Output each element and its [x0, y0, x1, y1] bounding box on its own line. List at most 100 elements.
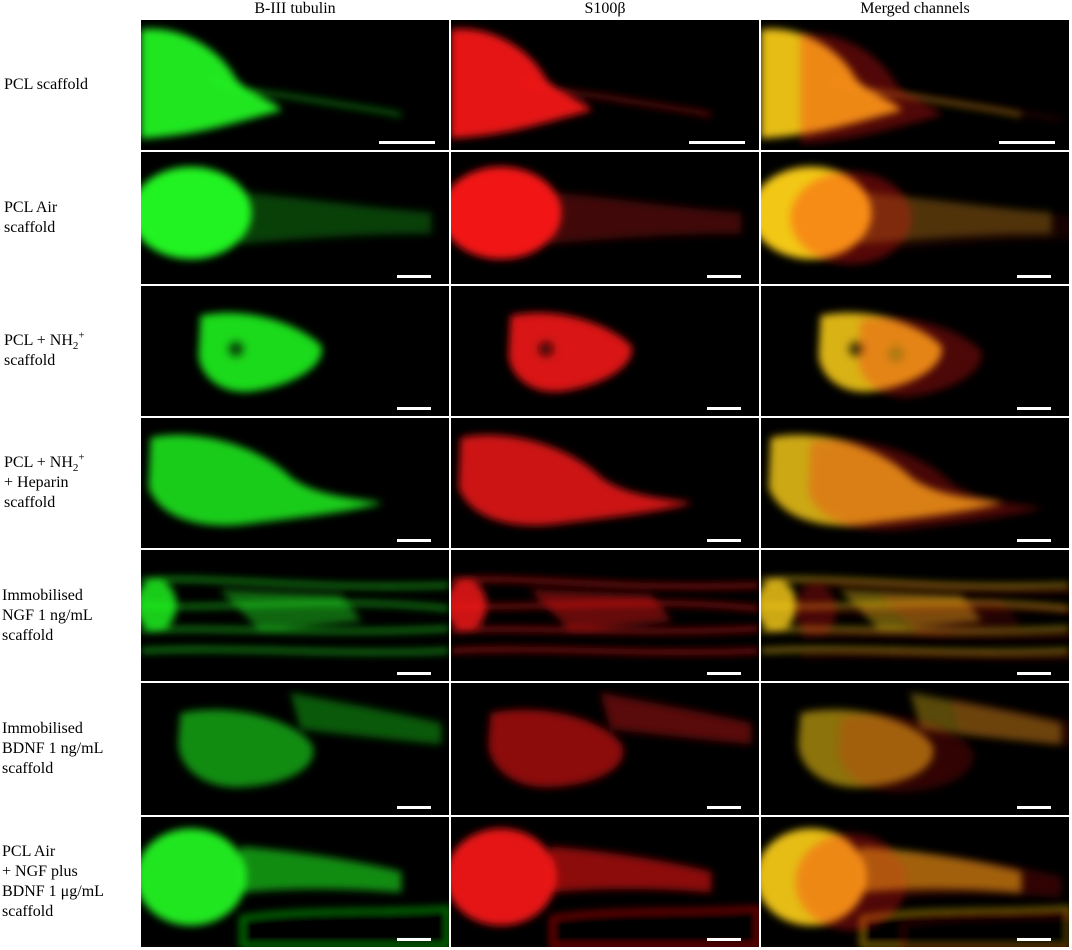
- row-label-text: NGF 1 ng/mL: [2, 606, 93, 624]
- row-label-line: BDNF 1 ng/mL: [2, 739, 142, 759]
- scale-bar: [999, 141, 1055, 144]
- row-label-text: scaffold: [4, 494, 56, 511]
- row-label-1: PCL Air scaffold: [4, 152, 144, 284]
- row-label-text: + Heparin: [4, 474, 69, 491]
- micrograph-panel-merged: [761, 683, 1069, 815]
- row-label-line: PCL + NH2+: [4, 451, 144, 474]
- column-header-1: S100β: [584, 0, 626, 17]
- micrograph-panel-green: [141, 286, 449, 416]
- row-label-line: scaffold: [4, 218, 144, 238]
- micrograph-panel-merged: [761, 817, 1069, 947]
- micrograph-panel-green: [141, 817, 449, 947]
- column-header-2: Merged channels: [860, 0, 970, 17]
- row-label-subscript: 2: [72, 340, 79, 353]
- scale-bar: [707, 275, 741, 278]
- fluorescence-signal: [798, 692, 1069, 793]
- scale-bar: [397, 407, 431, 410]
- micrograph-panel-green: [141, 418, 449, 548]
- row-label-2: PCL + NH2+ scaffold: [4, 286, 144, 416]
- micrograph-panel-green: [141, 550, 449, 681]
- fluorescence-signal: [141, 28, 402, 139]
- scale-bar: [1017, 938, 1051, 941]
- micrograph-panel-merged: [761, 418, 1069, 548]
- fluorescence-signal: [508, 312, 632, 392]
- micrograph-panel-red: [451, 418, 759, 548]
- scale-bar: [707, 407, 741, 410]
- micrograph-panel-green: [141, 152, 449, 284]
- row-label-text: PCL Air: [4, 199, 58, 216]
- scale-bar: [379, 141, 435, 144]
- micrograph-panel-red: [451, 20, 759, 150]
- micrograph-panel-green: [141, 683, 449, 815]
- scale-bar: [1017, 672, 1051, 675]
- row-label-line: NGF 1 ng/mL: [2, 606, 142, 626]
- micrograph-panel-red: [451, 286, 759, 416]
- micrograph-panel-merged: [761, 20, 1069, 150]
- row-label-4: Immobilised NGF 1 ng/mL scaffold: [2, 550, 142, 681]
- micrograph-panel-red: [451, 817, 759, 947]
- row-label-3: PCL + NH2+ + Heparin scaffold: [4, 418, 144, 548]
- row-label-line: PCL + NH2+: [4, 329, 144, 353]
- fluorescence-signal: [451, 828, 759, 947]
- row-label-line: + Heparin: [4, 473, 144, 493]
- row-label-6: PCL Air + NGF plus BDNF 1 μg/mL scaffold: [2, 817, 142, 947]
- micrograph-panel-red: [451, 550, 759, 681]
- row-label-text: PCL Air: [2, 843, 56, 860]
- micrograph-panel-merged: [761, 550, 1069, 681]
- fluorescence-signal: [198, 312, 322, 392]
- row-label-superscript: +: [78, 329, 85, 342]
- row-label-line: Immobilised: [2, 586, 142, 606]
- scale-bar: [397, 938, 431, 941]
- scale-bar: [689, 141, 745, 144]
- scale-bar: [707, 938, 741, 941]
- scale-bar: [1017, 806, 1051, 809]
- fluorescence-signal: [451, 166, 742, 260]
- row-label-text: scaffold: [4, 219, 56, 236]
- fluorescence-signal: [761, 828, 1069, 947]
- fluorescence-signal: [768, 434, 1042, 531]
- row-label-text: PCL + NH: [4, 332, 73, 349]
- fluorescence-signal: [761, 577, 1069, 659]
- row-label-text: BDNF 1 μg/mL: [2, 883, 104, 900]
- row-label-text: + NGF plus: [2, 863, 78, 880]
- row-label-line: BDNF 1 μg/mL: [2, 882, 142, 902]
- scale-bar: [397, 539, 431, 542]
- row-label-text: PCL + NH: [4, 454, 73, 471]
- fluorescence-signal: [141, 828, 449, 947]
- fluorescence-signal: [761, 166, 1069, 265]
- row-label-text: scaffold: [2, 626, 54, 644]
- row-label-text: scaffold: [2, 903, 54, 920]
- row-label-text: Immobilised: [2, 586, 83, 604]
- fluorescence-signal: [141, 577, 449, 654]
- row-label-line: PCL Air: [4, 198, 144, 218]
- row-label-line: scaffold: [2, 759, 142, 779]
- row-label-line: scaffold: [4, 351, 144, 371]
- scale-bar: [1017, 275, 1051, 278]
- fluorescence-signal: [818, 312, 982, 397]
- row-label-text: scaffold: [2, 760, 54, 777]
- row-label-line: PCL scaffold: [4, 75, 144, 95]
- row-label-line: Immobilised: [2, 719, 142, 739]
- fluorescence-signal: [178, 692, 442, 788]
- micrograph-panel-merged: [761, 152, 1069, 284]
- row-label-line: scaffold: [2, 626, 142, 646]
- row-label-text: PCL scaffold: [4, 76, 88, 93]
- row-label-superscript: +: [78, 451, 85, 464]
- micrograph-panel-green: [141, 20, 449, 150]
- row-label-0: PCL scaffold: [4, 20, 144, 150]
- row-label-line: scaffold: [2, 902, 142, 922]
- micrograph-panel-merged: [761, 286, 1069, 416]
- micrograph-panel-red: [451, 683, 759, 815]
- fluorescence-signal: [451, 28, 712, 139]
- row-label-text: BDNF 1 ng/mL: [2, 740, 104, 757]
- fluorescence-signal: [141, 166, 432, 260]
- row-label-5: Immobilised BDNF 1 ng/mL scaffold: [2, 683, 142, 815]
- fluorescence-signal: [148, 434, 382, 526]
- scale-bar: [397, 806, 431, 809]
- row-label-line: + NGF plus: [2, 862, 142, 882]
- row-label-line: scaffold: [4, 493, 144, 513]
- fluorescence-signal: [761, 28, 1062, 144]
- row-label-line: PCL Air: [2, 842, 142, 862]
- scale-bar: [707, 539, 741, 542]
- scale-bar: [1017, 539, 1051, 542]
